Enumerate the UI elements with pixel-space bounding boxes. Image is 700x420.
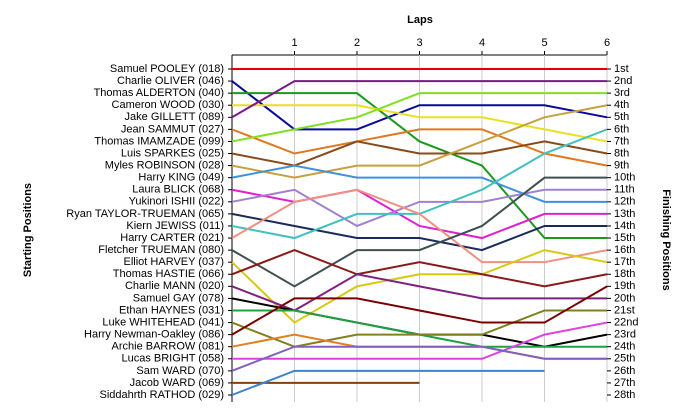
series-name: Thomas ALDERTON (040) — [94, 87, 224, 99]
series-line — [232, 104, 608, 143]
y2-tick-label: 20th — [614, 292, 635, 304]
y2-tick-label: 25th — [614, 353, 635, 365]
series-line — [231, 164, 607, 203]
series-name: Samuel POOLEY (018) — [110, 63, 224, 75]
y2-tick-label: 7th — [614, 135, 629, 147]
series-name: Jean SAMMUT (027) — [121, 123, 224, 135]
series-name: Lucas BRIGHT (058) — [121, 353, 224, 365]
series-name: Jacob WARD (069) — [130, 377, 224, 389]
series-line — [231, 285, 608, 336]
series-name: Ethan HAYNES (031) — [119, 304, 224, 316]
y2-tick-label: 4th — [614, 99, 629, 111]
series-name: Yukinori ISHII (022) — [129, 196, 224, 208]
series-name: Charlie OLIVER (046) — [117, 75, 224, 87]
x-tick-label: 6 — [604, 37, 610, 49]
y2-tick-label: 9th — [614, 159, 629, 171]
series-line — [231, 345, 607, 372]
x-tick-label: 4 — [479, 37, 485, 49]
x-tick-label: 5 — [541, 37, 547, 49]
y2-tick-label: 12th — [614, 196, 635, 208]
series-line — [231, 188, 607, 228]
x-tick-label: 2 — [354, 37, 360, 49]
series-line — [231, 249, 608, 288]
y2-tick-label: 5th — [614, 111, 629, 123]
series-line — [231, 92, 607, 143]
series-line — [231, 176, 607, 288]
y2-tick-label: 26th — [614, 365, 635, 377]
series-name: Cameron WOOD (030) — [112, 99, 224, 111]
series-name: Siddahrth RATHOD (029) — [99, 389, 224, 401]
y2-tick-label: 19th — [614, 280, 635, 292]
y2-tick-label: 28th — [614, 389, 635, 401]
y2-tick-label: 14th — [614, 220, 635, 232]
y2-tick-label: 17th — [614, 256, 635, 268]
series-name: Harry CARTER (021) — [120, 232, 224, 244]
series-line — [231, 104, 608, 179]
series-name: Samuel GAY (078) — [133, 292, 224, 304]
y2-tick-label: 3rd — [614, 87, 630, 99]
series-name: Fletcher TRUEMAN (080) — [98, 244, 224, 256]
y2-tick-label: 15th — [614, 232, 635, 244]
series-name: Thomas IMAMZADE (099) — [94, 135, 224, 147]
y2-tick-label: 2nd — [614, 75, 632, 87]
x-tick-label: 3 — [416, 37, 422, 49]
y2-tick-label: 24th — [614, 341, 635, 353]
series-name: Laura BLICK (068) — [132, 184, 224, 196]
series-name: Kiern JEWISS (011) — [126, 220, 224, 232]
y2-tick-label: 6th — [614, 123, 629, 135]
series-name: Harry KING (049) — [138, 172, 224, 184]
y2-tick-label: 16th — [614, 244, 635, 256]
series-line — [232, 321, 608, 360]
series-name: Charlie MANN (020) — [125, 280, 224, 292]
series-line — [231, 212, 607, 252]
y2-tick-label: 27th — [614, 377, 635, 389]
y2-tick-label: 8th — [614, 147, 629, 159]
series-line — [231, 188, 608, 264]
series-name: Archie BARROW (081) — [112, 341, 224, 353]
chart-title: Laps — [407, 14, 433, 26]
y2-tick-label: 13th — [614, 208, 635, 220]
y2-tick-label: 21st — [614, 304, 635, 316]
series-line — [231, 249, 608, 324]
y2-tick-label: 22nd — [614, 316, 638, 328]
series-line — [232, 92, 607, 240]
series-name: Ryan TAYLOR-TRUEMAN (065) — [66, 208, 224, 220]
series-name: Elliot HARVEY (037) — [124, 256, 224, 268]
y2-axis-label: Finishing Positions — [660, 189, 672, 290]
y2-tick-label: 23rd — [614, 329, 636, 341]
y2-tick-label: 18th — [614, 268, 635, 280]
y2-tick-label: 11th — [614, 184, 635, 196]
series-line — [231, 80, 607, 119]
y2-tick-label: 1st — [614, 63, 629, 75]
series-name: Myles ROBINSON (028) — [105, 159, 224, 171]
series-line — [231, 369, 545, 396]
y-axis-label: Starting Positions — [22, 183, 34, 277]
series-name: Sam WARD (070) — [136, 365, 224, 377]
x-tick-label: 1 — [291, 37, 297, 49]
series-name: Luis SPARKES (025) — [121, 147, 224, 159]
series-name: Thomas HASTIE (066) — [113, 268, 224, 280]
series-name: Luke WHITEHEAD (041) — [102, 316, 224, 328]
series-name: Jake GILLETT (089) — [125, 111, 224, 123]
series-name: Harry Newman-Oakley (086) — [84, 329, 224, 341]
y2-tick-label: 10th — [614, 172, 635, 184]
